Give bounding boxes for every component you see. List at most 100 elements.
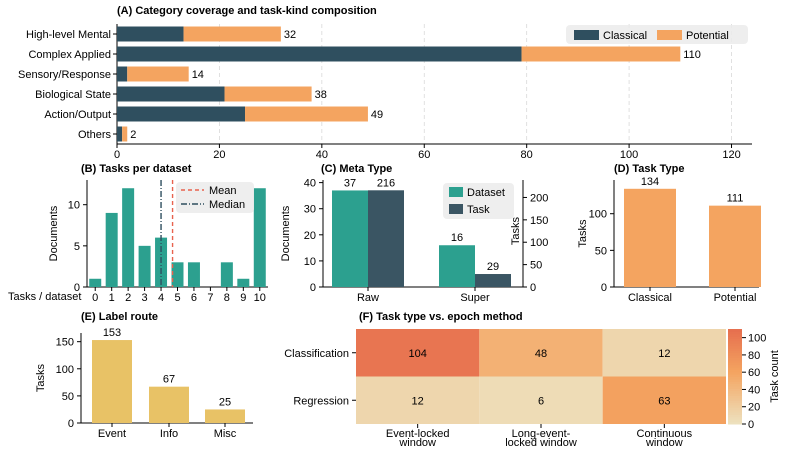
panel-a-total-label: 38 [315, 89, 327, 101]
panel-f-colorbar-segment [728, 364, 742, 368]
panel-e-y-tick-label: 50 [62, 391, 74, 403]
panel-b-x-tick-label: 4 [158, 292, 164, 304]
panel-e-bar [205, 409, 245, 423]
panel-a-legend-label-potential: Potential [686, 30, 729, 42]
panel-f-colorbar-tick-label: 60 [748, 367, 760, 379]
panel-a-total-label: 32 [284, 29, 296, 41]
panel-a-category-label: Complex Applied [28, 49, 111, 61]
panel-f-cell-value: 6 [538, 395, 544, 407]
panel-c-value-label-task: 29 [487, 261, 499, 273]
panel-c-right-tick-label: 200 [530, 192, 548, 204]
panel-b-x-tick-label: 2 [125, 292, 131, 304]
panel-f-cell-value: 48 [535, 348, 547, 360]
panel-a-legend-swatch-classical [574, 30, 599, 40]
panel-f-colorbar-tick-label: 40 [748, 384, 760, 396]
panel-b-tasks-per-dataset: (B) Tasks per dataset0510DocumentsTasks … [8, 163, 268, 304]
panel-c-left-tick-label: 40 [304, 178, 316, 190]
panel-b-x-tick-label: 10 [254, 292, 266, 304]
panel-f-colorbar-segment [728, 362, 742, 366]
panel-f-heatmap-cell [356, 376, 480, 424]
panel-e-value-label: 25 [219, 396, 231, 408]
panel-f-heatmap-cell [356, 329, 480, 377]
panel-e-x-tick-label: Event [98, 428, 126, 440]
panel-b-y-tick-label: 5 [74, 241, 80, 253]
panel-f-colorbar-segment [728, 416, 742, 420]
panel-b-bar [237, 278, 250, 287]
panel-c-left-axis-label: Documents [280, 205, 292, 261]
panel-f-colorbar-segment [728, 340, 742, 344]
panel-b-x-tick-label: 9 [240, 292, 246, 304]
panel-a-bar-potential [521, 46, 681, 62]
panel-a-category-label: High-level Mental [26, 29, 111, 41]
panel-f-cell-value: 104 [408, 348, 426, 360]
panel-a-bar-potential [245, 106, 368, 122]
panel-f-colorbar-segment [728, 348, 742, 351]
panel-c-legend-label-task: Task [467, 204, 490, 216]
panel-e-bar [149, 386, 189, 423]
panel-b-x-tick-label: 3 [142, 292, 148, 304]
panel-c-bar-dataset [439, 245, 475, 287]
panel-e-value-label: 67 [163, 374, 175, 386]
panel-f-colorbar-segment [728, 359, 742, 363]
panel-f-row-label: Classification [284, 348, 349, 360]
panel-a-title: (A) Category coverage and task-kind comp… [117, 5, 377, 17]
panel-b-legend-label-mean: Mean [209, 185, 237, 197]
panel-e-bar [92, 340, 132, 423]
panel-a-x-tick-label: 60 [418, 149, 430, 161]
panel-f-colorbar-segment [728, 355, 742, 358]
panel-b-bar [89, 278, 102, 287]
panel-f-colorbar-segment [728, 376, 742, 380]
panel-f-colorbar-segment [728, 388, 742, 392]
panel-c-x-tick-label: Raw [357, 292, 379, 304]
panel-c-title: (C) Meta Type [321, 163, 392, 175]
panel-a-x-tick-label: 100 [620, 149, 638, 161]
panel-a-total-label: 2 [130, 129, 136, 141]
panel-c-left-tick-label: 10 [304, 256, 316, 268]
panel-f-heatmap-cell [602, 329, 726, 377]
panel-a-total-label: 14 [192, 69, 204, 81]
panel-b-bar [122, 188, 135, 287]
panel-f-colorbar-segment [728, 350, 742, 354]
panel-a-total-label: 110 [683, 49, 701, 61]
panel-f-cell-value: 12 [412, 395, 424, 407]
panel-f-colorbar-segment [728, 357, 742, 361]
panel-b-y-axis-label: Documents [48, 205, 60, 261]
panel-a-x-tick-label: 120 [722, 149, 740, 161]
panel-a-category-label: Action/Output [44, 109, 111, 121]
panel-f-colorbar-segment [728, 383, 742, 387]
panel-f-row-label: Regression [293, 395, 349, 407]
panel-f-colorbar-segment [728, 412, 742, 415]
panel-f-colorbar-segment [728, 405, 742, 408]
panel-a-bar-potential [224, 86, 312, 102]
panel-d-x-tick-label: Potential [714, 292, 757, 304]
panel-f-column-label: Event-locked window [386, 428, 450, 449]
panel-a-bar-potential [127, 66, 189, 82]
panel-b-x-tick-label: 0 [92, 292, 98, 304]
panel-a-bar-classical [117, 86, 225, 102]
panel-a-x-tick-label: 40 [316, 149, 328, 161]
panel-e-y-tick-label: 100 [56, 364, 74, 376]
panel-f-colorbar-segment [728, 390, 742, 394]
panel-f-heatmap-cell [479, 329, 603, 377]
panel-a-bar-classical [117, 46, 522, 62]
panel-f-heatmap-cell [602, 376, 726, 424]
panel-c-right-tick-label: 150 [530, 215, 548, 227]
panel-e-y-tick-label: 150 [56, 337, 74, 349]
panel-c-value-label-dataset: 16 [451, 232, 463, 244]
panel-f-colorbar-segment [728, 414, 742, 418]
panel-f-colorbar-segment [728, 395, 742, 399]
panel-f-colorbar-segment [728, 333, 742, 337]
panel-c-legend-swatch-dataset [449, 187, 463, 197]
panel-a-x-tick-label: 0 [114, 149, 120, 161]
panel-d-y-tick-label: 100 [589, 209, 607, 221]
panel-f-colorbar-segment [728, 409, 742, 413]
panel-f-colorbar-segment [728, 381, 742, 385]
panel-b-x-axis-label: Tasks / dataset [8, 291, 81, 303]
panel-a-category-label: Others [78, 129, 112, 141]
panel-a-total-label: 49 [371, 109, 383, 121]
panel-c-left-tick-label: 0 [310, 282, 316, 294]
panel-c-value-label-task: 216 [377, 177, 395, 189]
panel-f-colorbar-segment [728, 378, 742, 382]
panel-b-y-tick-label: 0 [74, 282, 80, 294]
